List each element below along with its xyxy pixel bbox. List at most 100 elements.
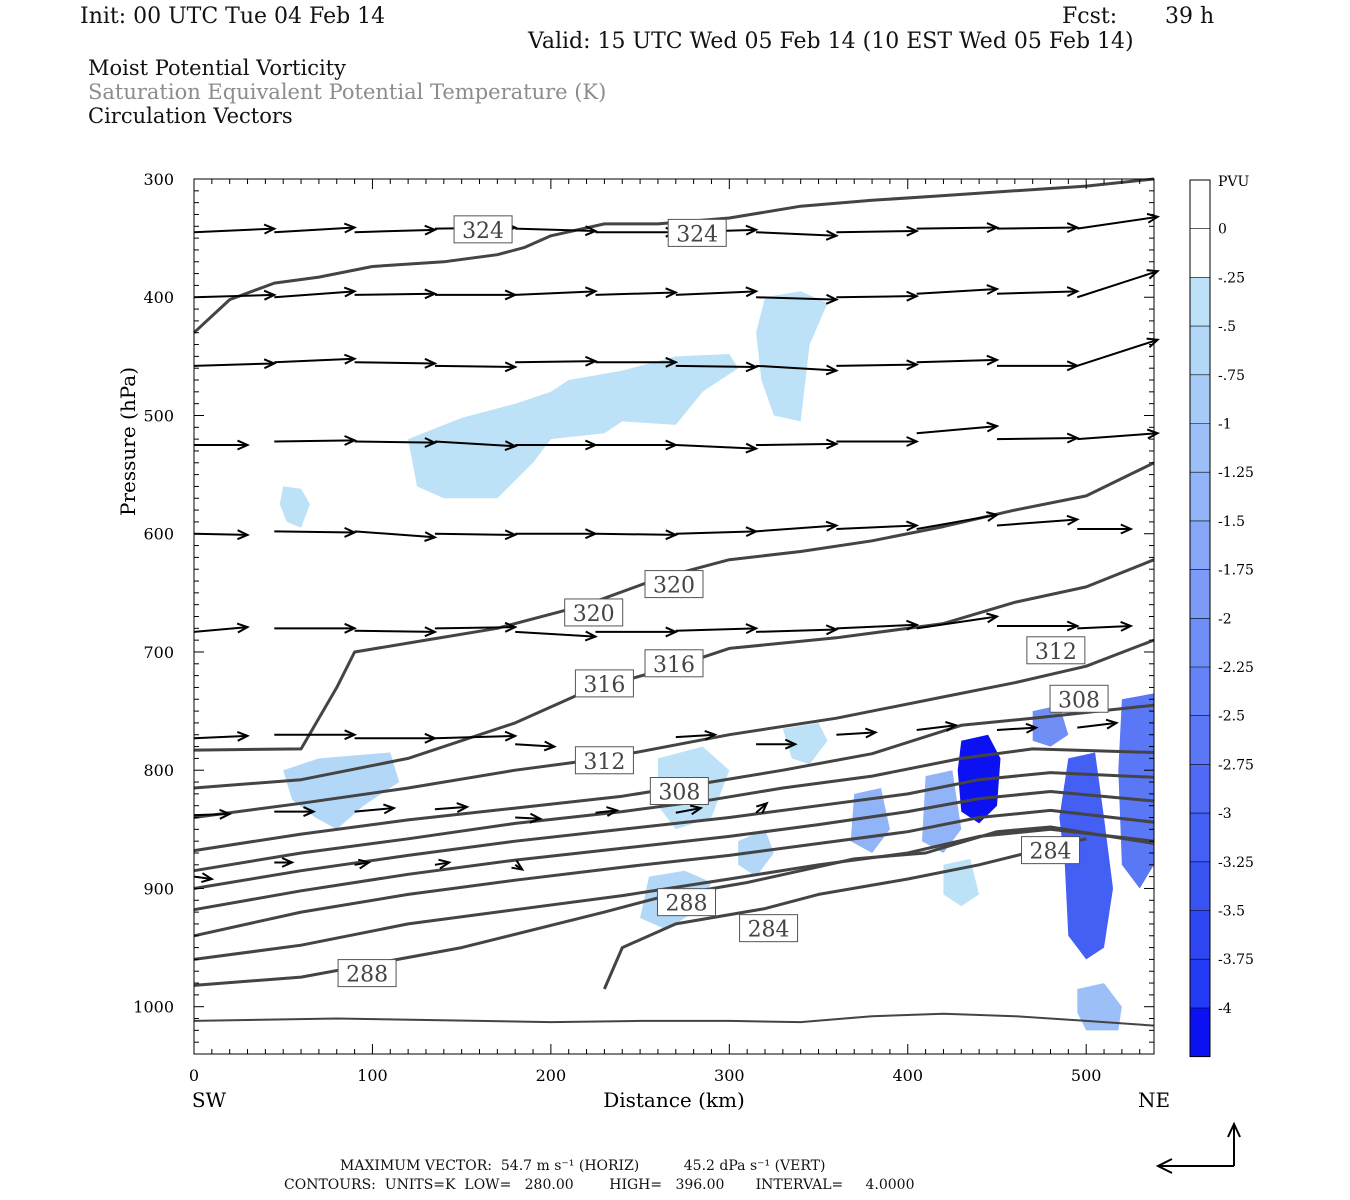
- colorbar-band: [1190, 667, 1210, 716]
- contour-label-box: [1026, 636, 1086, 665]
- y-tick-label: 500: [143, 406, 174, 425]
- vector-shaft: [916, 724, 957, 732]
- circulation-vector: [756, 624, 839, 636]
- vector-shaft: [193, 812, 230, 817]
- circulation-vector: [675, 729, 718, 741]
- contour-label-box: [1049, 684, 1109, 713]
- colorbar-band: [1190, 520, 1210, 570]
- vector-shaft: [756, 524, 837, 533]
- circulation-vector: [756, 229, 839, 241]
- vector-shaft: [434, 626, 516, 630]
- colorbar-band: [1190, 618, 1210, 667]
- contour-label-text: 288: [665, 892, 707, 917]
- mpv-region: [279, 486, 310, 528]
- circulation-vector: [193, 289, 277, 301]
- vector-head: [1025, 722, 1039, 734]
- vector-head: [357, 858, 372, 870]
- theta-contour: [193, 827, 1155, 961]
- theta-contour: [193, 825, 1155, 987]
- contour-label-box: [667, 218, 727, 247]
- circulation-vector: [274, 286, 358, 299]
- x-tick-label: 0: [189, 1066, 199, 1085]
- circulation-vector: [595, 439, 679, 451]
- contour-label-box: [564, 598, 624, 627]
- vector-head: [438, 858, 452, 870]
- vector-head: [945, 721, 959, 732]
- contour-label: 312: [574, 746, 634, 775]
- vector-head: [745, 623, 759, 634]
- circulation-vector: [836, 727, 879, 739]
- vector-shaft: [756, 296, 837, 301]
- circulation-vector: [434, 621, 518, 633]
- mpv-region: [1077, 983, 1122, 1031]
- vector-head: [504, 361, 518, 373]
- vector-shaft: [354, 440, 435, 444]
- colorbar-label: -2: [1218, 611, 1232, 627]
- vector-head: [906, 290, 920, 302]
- vector-shaft: [916, 287, 998, 295]
- vector-head: [344, 526, 358, 538]
- vector-shaft: [916, 226, 997, 230]
- vector-shaft: [274, 290, 355, 299]
- vector-head: [825, 624, 839, 636]
- circulation-vector: [675, 526, 759, 538]
- vector-shaft: [434, 805, 468, 811]
- vector-shaft: [1077, 432, 1158, 441]
- vector-head: [343, 286, 358, 298]
- contour-label-box: [649, 777, 709, 805]
- contour-label-box: [337, 959, 397, 988]
- vector-shaft: [515, 743, 555, 748]
- contour-label: 308: [1049, 684, 1109, 713]
- contour-label-box: [574, 669, 634, 698]
- contour-label-box: [644, 570, 704, 599]
- vector-head: [745, 442, 759, 454]
- circulation-vector: [515, 740, 557, 752]
- colorbar-band: [1190, 423, 1210, 473]
- circulation-vector: [274, 622, 358, 634]
- circulation-vector: [916, 354, 1000, 366]
- circulation-vector: [193, 223, 277, 235]
- vector-shaft: [595, 532, 676, 536]
- vector-shaft: [1077, 624, 1131, 630]
- sw-end-label: SW: [192, 1088, 227, 1112]
- legend-vectors: Circulation Vectors: [88, 104, 293, 128]
- contour-label-text: 284: [1030, 840, 1072, 865]
- circulation-vector: [916, 612, 1000, 630]
- vector-head: [745, 286, 759, 298]
- circulation-vector: [193, 808, 233, 820]
- vector-head: [344, 622, 358, 634]
- circulation-vector: [274, 806, 317, 818]
- vector-head: [606, 806, 620, 817]
- colorbar-band: [1190, 910, 1210, 960]
- contour-label: 320: [644, 570, 704, 599]
- x-axis-label: Distance (km): [603, 1088, 745, 1112]
- vector-head: [201, 872, 215, 884]
- ne-end-label: NE: [1138, 1088, 1170, 1112]
- circulation-vector: [595, 529, 679, 541]
- vector-head: [263, 358, 277, 370]
- circulation-vector: [675, 804, 704, 816]
- vector-shaft: [354, 807, 394, 813]
- circulation-vector: [836, 359, 920, 371]
- vector-head: [504, 621, 518, 633]
- vector-shaft: [675, 627, 757, 632]
- mpv-region: [1118, 693, 1154, 889]
- valid-time: Valid: 15 UTC Wed 05 Feb 14 (10 EST Wed …: [528, 29, 1134, 54]
- circulation-vector: [274, 729, 358, 741]
- circulation-vector: [996, 222, 1080, 234]
- contour-label-text: 324: [676, 222, 718, 247]
- circulation-vector: [354, 288, 438, 300]
- vector-head: [1120, 523, 1134, 535]
- vector-head: [1066, 222, 1080, 234]
- circulation-vector: [836, 436, 920, 447]
- vector-head: [344, 353, 358, 365]
- vector-shaft: [434, 364, 516, 369]
- vector-head: [237, 439, 250, 451]
- vector-head: [906, 436, 920, 447]
- vector-head: [825, 520, 839, 532]
- mpv-region: [922, 770, 962, 853]
- vector-head: [784, 738, 798, 750]
- vector-head: [456, 802, 470, 813]
- vector-shaft: [916, 615, 998, 630]
- vector-head: [986, 354, 1000, 366]
